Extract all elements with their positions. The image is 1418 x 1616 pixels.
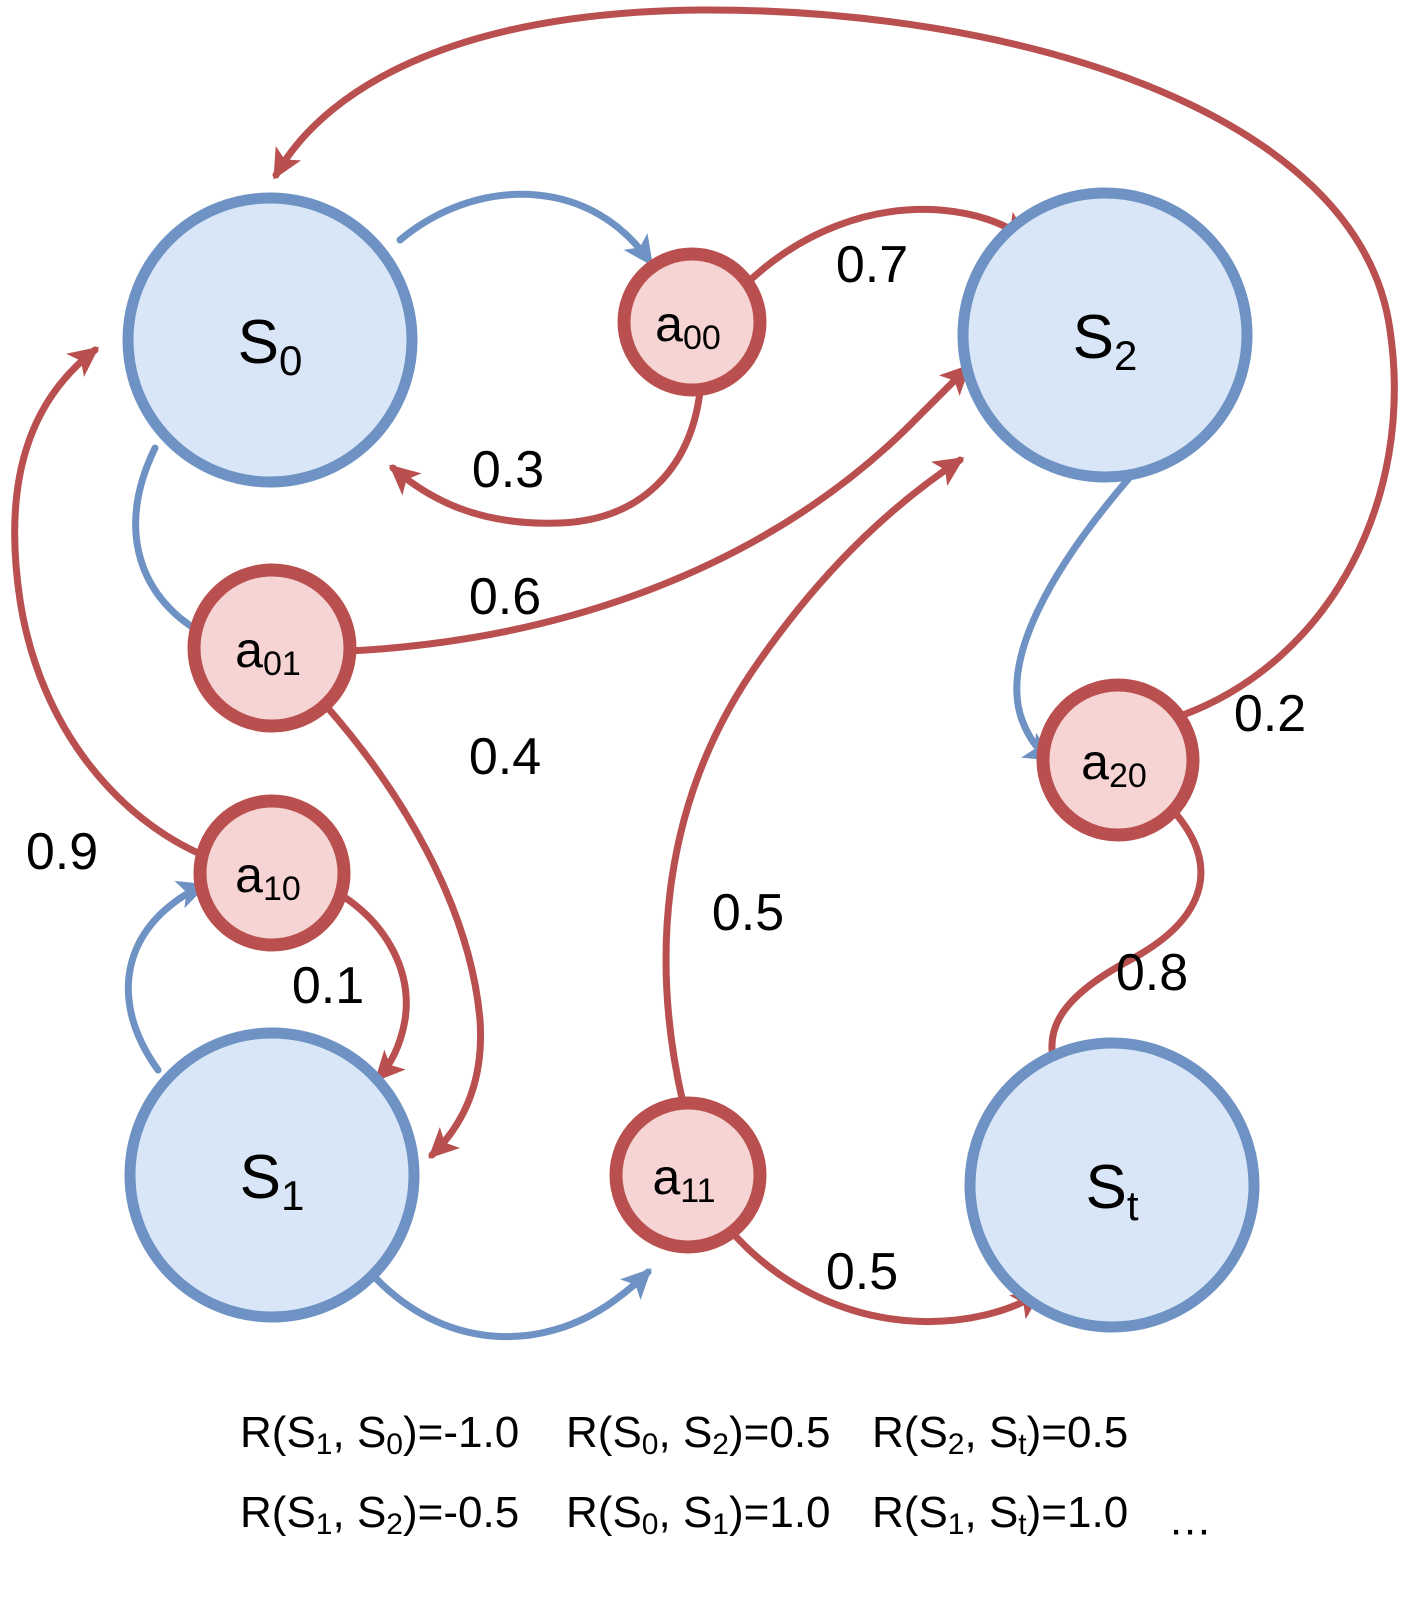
prob-label-a00-to-S0: 0.3 — [472, 441, 544, 499]
action-label-a10: a10 — [235, 847, 301, 908]
edge-a01-to-S2 — [346, 364, 971, 655]
state-node-S1[interactable]: S1 — [124, 1027, 420, 1323]
prob-label-a20-to-St: 0.8 — [1116, 944, 1188, 1002]
state-label-S2: S2 — [1073, 303, 1138, 379]
state-nodes: S0 S2 S1 St — [122, 187, 1260, 1333]
edge-S0-to-a00 — [396, 190, 654, 267]
prob-label-a00-to-S2: 0.7 — [836, 236, 908, 294]
reward-item-S1-S2: R(S1, S2)=-0.5 — [240, 1488, 519, 1541]
action-circle-a20[interactable] — [1036, 678, 1200, 842]
reward-item-S1-S0: R(S1, S0)=-1.0 — [240, 1408, 519, 1461]
edge-S1-to-a10 — [125, 880, 208, 1074]
action-label-a11: a11 — [652, 1149, 715, 1210]
action-circle-a01[interactable] — [187, 563, 357, 733]
prob-label-a11-to-St: 0.5 — [826, 1243, 898, 1301]
edge-a00-to-S2 — [741, 205, 1030, 289]
action-label-a01: a01 — [235, 622, 301, 683]
action-node-a11[interactable]: a11 — [609, 1096, 767, 1254]
transition-edges — [11, 6, 1398, 1326]
reward-legend: R(S1, S0)=-1.0 R(S0, S2)=0.5 R(S2, St)=0… — [240, 1408, 1212, 1545]
prob-label-a01-to-S2: 0.6 — [469, 568, 541, 626]
edge-a01-to-S1 — [323, 703, 485, 1159]
action-nodes: a00 a01 a10 a11 a20 — [187, 247, 1200, 1254]
edge-a11-to-St — [726, 1226, 1043, 1326]
edge-S1-to-a11 — [366, 1268, 652, 1341]
reward-item-S0-S2: R(S0, S2)=0.5 — [566, 1408, 831, 1461]
edge-a20-to-S0 — [272, 6, 1398, 719]
state-label-St: St — [1085, 1153, 1138, 1229]
action-circle-a00[interactable] — [617, 247, 767, 397]
edge-a00-to-S0 — [389, 388, 704, 527]
action-node-a10[interactable]: a10 — [193, 794, 351, 952]
state-circle-S1[interactable] — [124, 1027, 420, 1323]
edge-a10-to-S0 — [11, 346, 209, 860]
edge-a11-to-S2 — [662, 456, 965, 1107]
prob-label-a11-to-S2: 0.5 — [712, 884, 784, 942]
reward-item-S2-St: R(S2, St)=0.5 — [872, 1408, 1128, 1461]
action-node-a20[interactable]: a20 — [1036, 678, 1200, 842]
prob-label-a10-to-S1: 0.1 — [292, 957, 364, 1015]
state-circle-St[interactable] — [964, 1037, 1260, 1333]
state-node-St[interactable]: St — [964, 1037, 1260, 1333]
prob-label-a20-to-S0: 0.2 — [1234, 685, 1306, 743]
action-label-a20: a20 — [1081, 734, 1147, 795]
prob-label-a10-to-S0: 0.9 — [26, 823, 98, 881]
reward-ellipsis: … — [1168, 1496, 1212, 1545]
action-circle-a11[interactable] — [609, 1096, 767, 1254]
edge-a10-to-S1 — [334, 889, 410, 1082]
action-label-a00: a00 — [655, 296, 721, 357]
action-circle-a10[interactable] — [193, 794, 351, 952]
state-node-S0[interactable]: S0 — [122, 192, 418, 488]
edge-a20-to-St — [1036, 801, 1205, 1085]
probability-labels: 0.7 0.3 0.6 0.4 0.9 0.1 0.5 0.5 0.2 0.8 — [26, 236, 1306, 1301]
state-label-S0: S0 — [238, 308, 303, 384]
state-circle-S2[interactable] — [957, 187, 1253, 483]
reward-item-S1-St: R(S1, St)=1.0 — [872, 1488, 1128, 1541]
state-label-S1: S1 — [240, 1143, 305, 1219]
action-node-a01[interactable]: a01 — [187, 563, 357, 733]
state-circle-S0[interactable] — [122, 192, 418, 488]
prob-label-a01-to-S1: 0.4 — [469, 728, 541, 786]
edge-S2-to-a20 — [1013, 473, 1134, 762]
state-node-S2[interactable]: S2 — [957, 187, 1253, 483]
reward-item-S0-S1: R(S0, S1)=1.0 — [566, 1488, 831, 1541]
action-node-a00[interactable]: a00 — [617, 247, 767, 397]
